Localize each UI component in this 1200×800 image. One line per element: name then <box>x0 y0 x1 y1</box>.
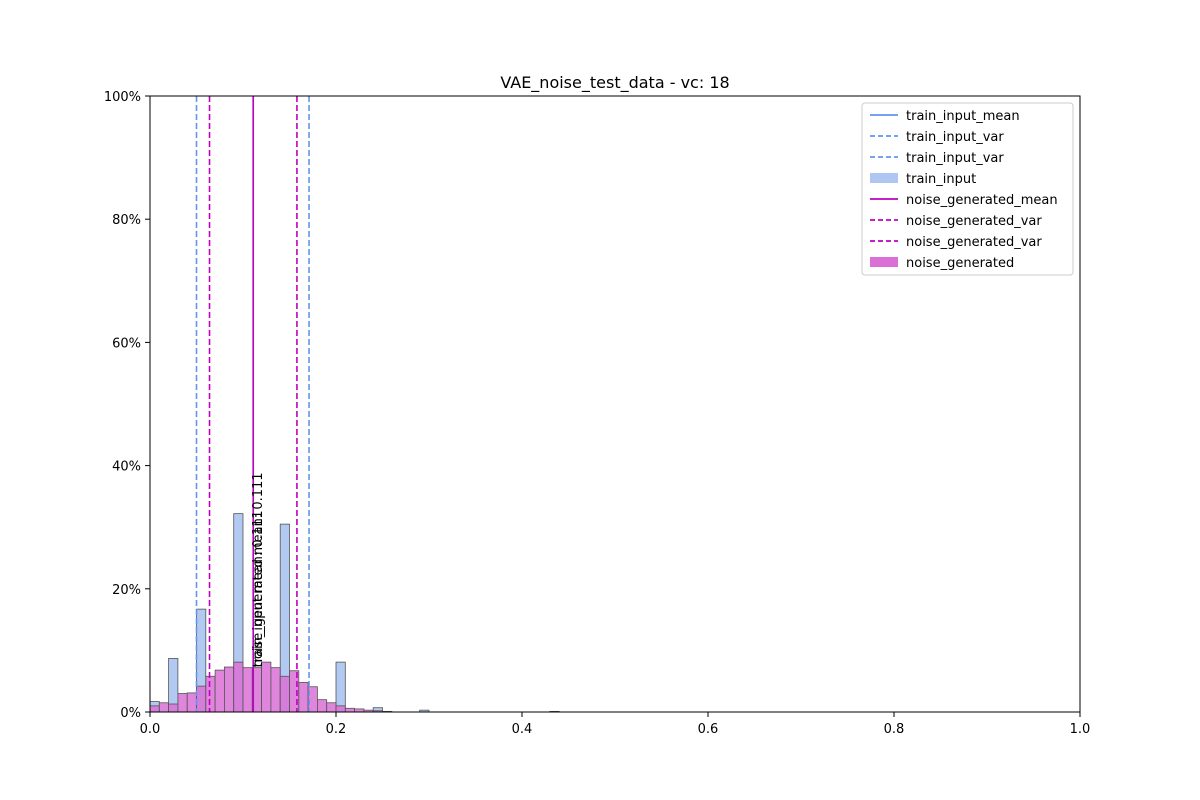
histogram-bar-noise-generated <box>261 661 272 713</box>
legend-label: noise_generated <box>906 256 1014 271</box>
histogram-bar-noise-generated <box>205 675 216 713</box>
legend-label: noise_generated_mean <box>906 193 1058 208</box>
x-tick-label: 0.6 <box>698 722 719 737</box>
y-tick-label: 100% <box>104 90 141 105</box>
y-tick-label: 0% <box>120 706 141 721</box>
x-tick-label: 0.0 <box>140 722 161 737</box>
legend-label: noise_generated_var <box>906 214 1042 229</box>
legend: train_input_mean train_input_var train_inp… <box>861 102 1074 276</box>
mean-annotation: noise_generated mean: 0.111 <box>251 472 266 667</box>
y-tick-label: 20% <box>112 583 141 598</box>
legend-swatch-noise-generated <box>870 257 898 267</box>
histogram-bar-noise-generated <box>233 661 244 713</box>
histogram-bar-noise-generated <box>344 707 355 713</box>
histogram-bar-noise-generated <box>186 692 197 713</box>
histogram-bar-noise-generated <box>270 667 281 713</box>
histogram-bar-noise-generated <box>326 702 337 713</box>
legend-label: train_input_var <box>906 151 1004 166</box>
legend-label: train_input <box>906 172 976 187</box>
legend-swatch-train-input <box>870 173 898 183</box>
histogram-bar-noise-generated <box>196 685 207 713</box>
histogram-bar-noise-generated <box>168 703 179 713</box>
chart-title: VAE_noise_test_data - vc: 18 <box>500 73 729 93</box>
mean-annotation: train_input mean: 0.111 <box>251 510 266 667</box>
y-tick-label: 40% <box>112 460 141 475</box>
x-tick-label: 0.8 <box>884 722 905 737</box>
histogram-bar-noise-generated <box>316 699 328 713</box>
histogram-bar-noise-generated <box>158 702 170 713</box>
histogram-bar-train-input <box>335 661 346 713</box>
histogram-bar-noise-generated <box>149 705 160 713</box>
histogram-bar-noise-generated <box>177 693 188 713</box>
axes: 0.0 0.2 0.4 0.6 0.8 1.0 0% 20% 40% 60% 80% 100% <box>104 90 1091 737</box>
x-tick-label: 1.0 <box>1070 722 1091 737</box>
histogram-bar-noise-generated <box>242 667 253 713</box>
axes-frame <box>149 95 1081 713</box>
y-tick-label: 60% <box>112 336 141 351</box>
histogram-bar-noise-generated <box>223 666 235 713</box>
histogram-bar-noise-generated <box>214 669 225 713</box>
histogram-bar-noise-generated <box>335 705 346 713</box>
x-tick-label: 0.4 <box>512 722 533 737</box>
legend-label: noise_generated_var <box>906 235 1042 250</box>
y-tick-label: 80% <box>112 213 141 228</box>
histogram-bar-noise-generated <box>279 675 290 713</box>
legend-box <box>861 102 1074 276</box>
histogram-bar-noise-generated <box>298 682 309 713</box>
x-tick-label: 0.2 <box>326 722 347 737</box>
legend-label: train_input_mean <box>906 109 1020 124</box>
legend-label: train_input_var <box>906 130 1004 145</box>
